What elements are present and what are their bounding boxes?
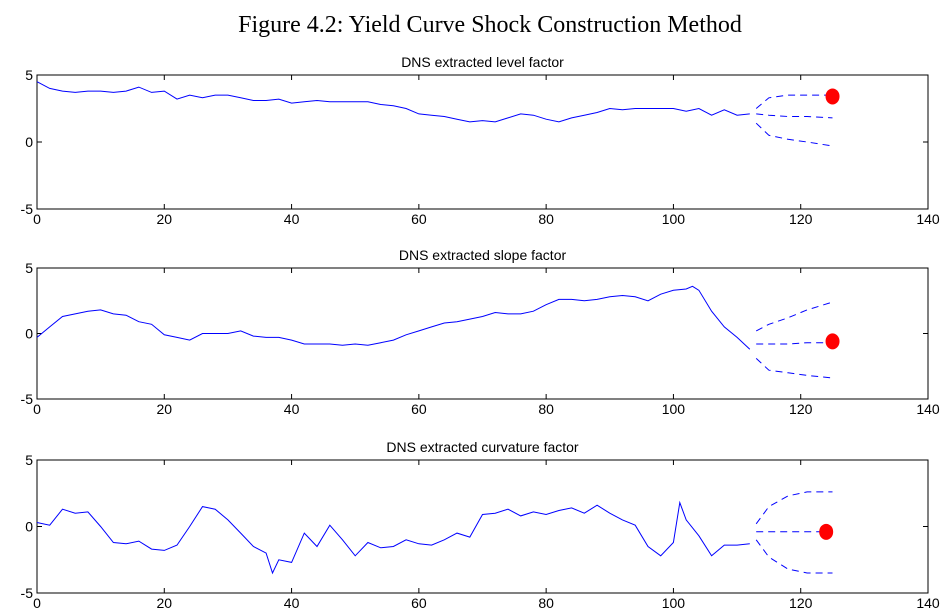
x-tick-label: 140 (916, 595, 940, 611)
factor-line (36, 81, 750, 123)
x-tick-label: 120 (789, 211, 813, 227)
x-tick-label: 80 (538, 595, 554, 611)
x-tick-label: 40 (284, 401, 300, 417)
x-tick-label: 80 (538, 211, 554, 227)
forecast-line (755, 358, 833, 379)
x-tick-label: 100 (662, 595, 686, 611)
x-tick-label: 60 (411, 401, 427, 417)
x-tick-label: 80 (538, 401, 554, 417)
forecast-line (755, 94, 833, 109)
x-tick-label: 60 (411, 595, 427, 611)
y-tick-label: 0 (25, 519, 33, 535)
y-tick-label: 5 (25, 260, 33, 276)
x-tick-label: 0 (33, 401, 41, 417)
x-tick-label: 0 (33, 595, 41, 611)
subplot-title: DNS extracted curvature factor (386, 439, 579, 455)
y-tick-label: -5 (21, 391, 34, 407)
shock-point (825, 88, 840, 105)
x-tick-label: 120 (789, 595, 813, 611)
x-tick-label: 120 (789, 401, 813, 417)
y-tick-label: -5 (21, 585, 34, 601)
x-tick-label: 0 (33, 211, 41, 227)
x-tick-label: 100 (662, 211, 686, 227)
axes-box (36, 267, 929, 400)
x-tick-label: 60 (411, 211, 427, 227)
x-tick-label: 140 (916, 401, 940, 417)
forecast-line (755, 301, 833, 332)
factor-line (36, 500, 750, 575)
y-tick-label: 0 (25, 326, 33, 342)
y-tick-label: 0 (25, 134, 33, 150)
y-tick-label: 5 (25, 452, 33, 468)
subplot-title: DNS extracted level factor (401, 54, 564, 70)
x-tick-label: 40 (284, 595, 300, 611)
x-tick-label: 20 (156, 401, 172, 417)
x-tick-label: 140 (916, 211, 940, 227)
y-tick-label: -5 (21, 201, 34, 217)
x-tick-label: 40 (284, 211, 300, 227)
y-tick-label: 5 (25, 67, 33, 83)
forecast-line (755, 539, 833, 574)
forecast-line (755, 491, 833, 525)
forecast-line (756, 342, 833, 345)
forecast-line (755, 122, 833, 147)
forecast-line (756, 113, 833, 119)
figure-title: Figure 4.2: Yield Curve Shock Constructi… (238, 12, 742, 38)
shock-point (825, 333, 840, 350)
x-tick-label: 20 (156, 595, 172, 611)
axes-box (36, 459, 929, 594)
shock-point (819, 523, 834, 540)
x-tick-label: 100 (662, 401, 686, 417)
subplot-title: DNS extracted slope factor (399, 247, 567, 263)
factor-line (36, 285, 751, 350)
x-tick-label: 20 (156, 211, 172, 227)
